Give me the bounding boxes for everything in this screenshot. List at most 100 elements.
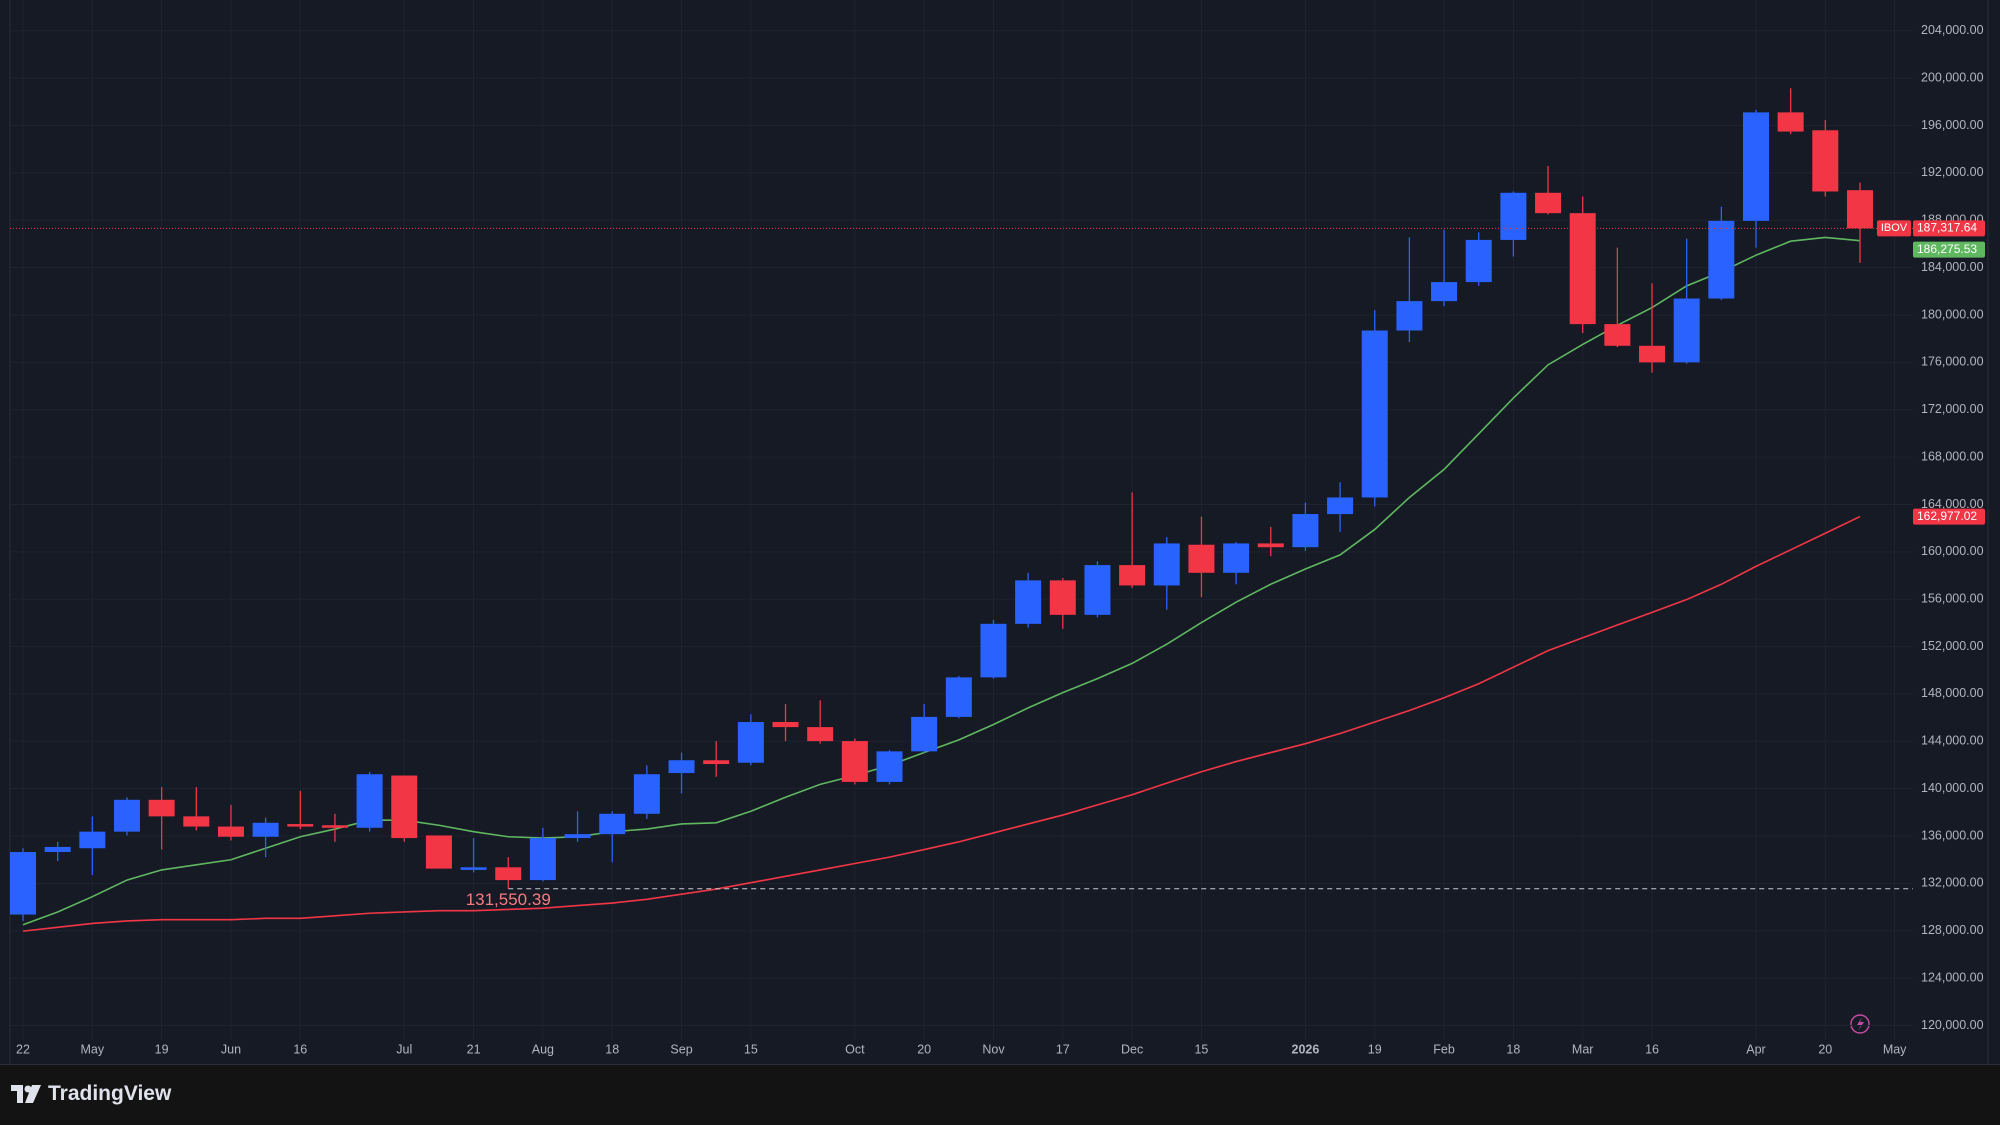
moving-average-line bbox=[22, 515, 1861, 932]
series-price-badge bbox=[1913, 241, 1985, 258]
x-tick-label: 20 bbox=[1818, 1042, 1832, 1056]
y-tick-label: 196,000.00 bbox=[1921, 118, 1984, 132]
series-price-badge bbox=[1913, 508, 1985, 525]
y-tick-label: 172,000.00 bbox=[1921, 402, 1984, 416]
x-tick-label: 21 bbox=[467, 1042, 481, 1056]
candle-body bbox=[807, 727, 834, 742]
symbol-badge bbox=[1877, 220, 1911, 237]
candle-body bbox=[1292, 514, 1319, 548]
y-tick-label: 200,000.00 bbox=[1921, 70, 1984, 84]
candle-body bbox=[1327, 497, 1354, 515]
y-tick-label: 140,000.00 bbox=[1921, 781, 1984, 795]
candle-body bbox=[460, 867, 487, 870]
x-tick-label: 17 bbox=[1056, 1042, 1070, 1056]
x-tick-label: Jul bbox=[396, 1042, 412, 1056]
x-tick-label: Feb bbox=[1433, 1042, 1455, 1056]
candle-body bbox=[495, 867, 522, 881]
candle-body bbox=[564, 834, 591, 839]
y-tick-label: 164,000.00 bbox=[1921, 497, 1984, 511]
y-tick-label: 136,000.00 bbox=[1921, 828, 1984, 842]
x-tick-label: May bbox=[81, 1042, 105, 1056]
candle-body bbox=[252, 822, 279, 837]
candle-body bbox=[737, 722, 764, 763]
candle-body bbox=[183, 816, 210, 827]
candle-body bbox=[911, 716, 938, 752]
chart: 120,000.00 124,000.00 128,000.00 132,000.00… bbox=[9, 0, 1989, 1064]
x-tick-label: 2026 bbox=[1292, 1042, 1320, 1056]
candle-body bbox=[44, 846, 71, 853]
candle-body bbox=[1569, 213, 1596, 325]
candle-body bbox=[1049, 580, 1076, 615]
last-price-badge bbox=[1913, 220, 1985, 237]
candle-body bbox=[633, 774, 660, 814]
y-tick-label: 124,000.00 bbox=[1921, 970, 1984, 984]
alert-icon-bolt bbox=[1857, 1017, 1864, 1031]
x-tick-label: 19 bbox=[155, 1042, 169, 1056]
x-tick-label: 18 bbox=[605, 1042, 619, 1056]
candle-body bbox=[876, 751, 903, 782]
candle-body bbox=[945, 677, 972, 717]
x-tick-label: 15 bbox=[744, 1042, 758, 1056]
candle-body bbox=[1223, 543, 1250, 573]
candle-body bbox=[1015, 580, 1042, 624]
x-tick-label: 20 bbox=[917, 1042, 931, 1056]
candle-body bbox=[1708, 220, 1735, 299]
candle-body bbox=[1812, 130, 1839, 192]
candle-body bbox=[79, 831, 106, 849]
series-price-label: 186,275.53 bbox=[1917, 242, 1977, 256]
x-tick-label: Jun bbox=[221, 1042, 241, 1056]
footer: TradingView bbox=[0, 1064, 2000, 1125]
candle-body bbox=[1188, 544, 1215, 573]
candle-body bbox=[772, 722, 799, 728]
y-tick-label: 168,000.00 bbox=[1921, 449, 1984, 463]
brand-name: TradingView bbox=[48, 1082, 172, 1105]
candle-body bbox=[287, 824, 314, 827]
annotations: 131,550.39 bbox=[466, 888, 1913, 909]
candle-body bbox=[668, 760, 695, 774]
x-tick-label: May bbox=[1883, 1042, 1907, 1056]
symbol-label: IBOV bbox=[1881, 222, 1908, 234]
candle-body bbox=[1500, 192, 1527, 240]
y-tick-label: 176,000.00 bbox=[1921, 355, 1984, 369]
x-tick-label: Sep bbox=[670, 1042, 692, 1056]
y-tick-label: 132,000.00 bbox=[1921, 876, 1984, 890]
candle-body bbox=[703, 760, 730, 765]
x-tick-label: 18 bbox=[1506, 1042, 1520, 1056]
y-tick-label: 180,000.00 bbox=[1921, 307, 1984, 321]
y-tick-label: 156,000.00 bbox=[1921, 592, 1984, 606]
candle-body bbox=[1639, 345, 1666, 363]
candle-body bbox=[1084, 565, 1111, 615]
x-tick-label: 16 bbox=[293, 1042, 307, 1056]
x-tick-label: Nov bbox=[982, 1042, 1005, 1056]
candle-body bbox=[1431, 282, 1458, 302]
x-tick-label: 16 bbox=[1645, 1042, 1659, 1056]
y-tick-label: 204,000.00 bbox=[1921, 23, 1984, 37]
candle-body bbox=[391, 775, 418, 839]
series-price-label: 162,977.02 bbox=[1917, 509, 1977, 523]
candle-body bbox=[1535, 192, 1562, 214]
candle-body bbox=[1673, 298, 1700, 363]
candle-body bbox=[980, 623, 1007, 678]
y-tick-label: 192,000.00 bbox=[1921, 165, 1984, 179]
candle-body bbox=[1119, 565, 1146, 586]
y-tick-label: 144,000.00 bbox=[1921, 734, 1984, 748]
candle-body bbox=[1846, 190, 1873, 229]
x-tick-label: 15 bbox=[1194, 1042, 1208, 1056]
y-tick-label: 160,000.00 bbox=[1921, 544, 1984, 558]
candle-body bbox=[148, 799, 175, 817]
low-annotation: 131,550.39 bbox=[466, 890, 551, 909]
candle-body bbox=[113, 799, 140, 832]
x-tick-label: Dec bbox=[1121, 1042, 1143, 1056]
y-tick-label: 184,000.00 bbox=[1921, 260, 1984, 274]
last-price-label: 187,317.64 bbox=[1917, 221, 1977, 235]
candle-body bbox=[1396, 301, 1423, 331]
alert-icon[interactable] bbox=[1850, 1014, 1870, 1034]
moving-average-line bbox=[22, 236, 1861, 926]
candle-body bbox=[10, 852, 36, 915]
candle-body bbox=[217, 826, 244, 837]
candle-body bbox=[1777, 112, 1804, 132]
y-tick-label: 128,000.00 bbox=[1921, 923, 1984, 937]
x-tick-label: 19 bbox=[1368, 1042, 1382, 1056]
candle-body bbox=[841, 741, 868, 782]
